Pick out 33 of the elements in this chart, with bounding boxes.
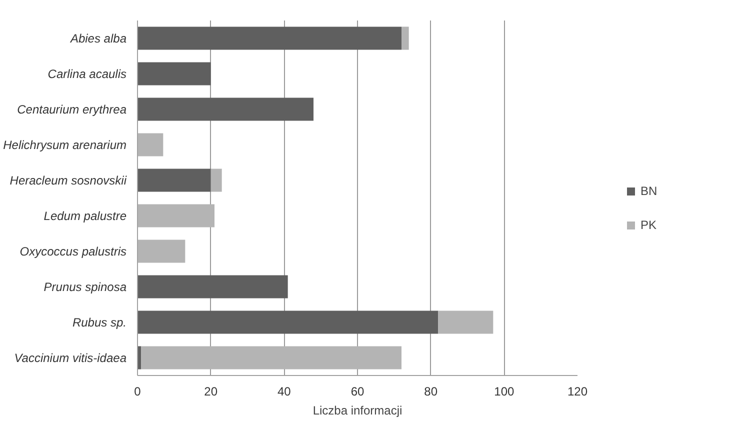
bar (138, 204, 214, 228)
bar (138, 310, 438, 334)
bar (141, 346, 402, 370)
bar (138, 168, 211, 192)
x-tick-label: 40 (277, 384, 292, 398)
bar (138, 133, 164, 156)
legend-label: BN (640, 184, 658, 198)
bar (138, 26, 402, 50)
legend-label: PK (640, 218, 658, 232)
bar (138, 62, 211, 86)
bar (438, 310, 494, 334)
x-axis-title: Liczba informacji (312, 404, 402, 418)
x-tick-label: 20 (204, 384, 218, 398)
y-tick-label: Rubus sp. (72, 315, 126, 330)
bar (138, 275, 288, 298)
y-tick-label: Oxycoccus palustris (20, 244, 127, 258)
x-tick-label: 0 (134, 384, 142, 398)
x-tick-label: 60 (350, 384, 364, 398)
x-tick-label: 80 (424, 384, 438, 398)
y-tick-label: Heracleum sosnovskii (10, 173, 127, 188)
y-tick-label: Abies alba (69, 31, 127, 46)
x-tick-label: 100 (494, 384, 515, 398)
y-tick-label: Helichrysum arenarium (3, 138, 127, 152)
bar (138, 240, 186, 263)
y-tick-label: Carlina acaulis (48, 66, 126, 81)
bar (138, 98, 314, 121)
y-tick-label: Prunus spinosa (44, 280, 127, 294)
y-tick-label: Centaurium erythrea (17, 102, 127, 116)
x-tick-label: 120 (567, 384, 588, 398)
bar (402, 26, 409, 50)
y-tick-label: Ledum palustre (44, 208, 127, 223)
bar (210, 168, 222, 192)
y-tick-label: Vaccinium vitis-idaea (14, 350, 127, 365)
